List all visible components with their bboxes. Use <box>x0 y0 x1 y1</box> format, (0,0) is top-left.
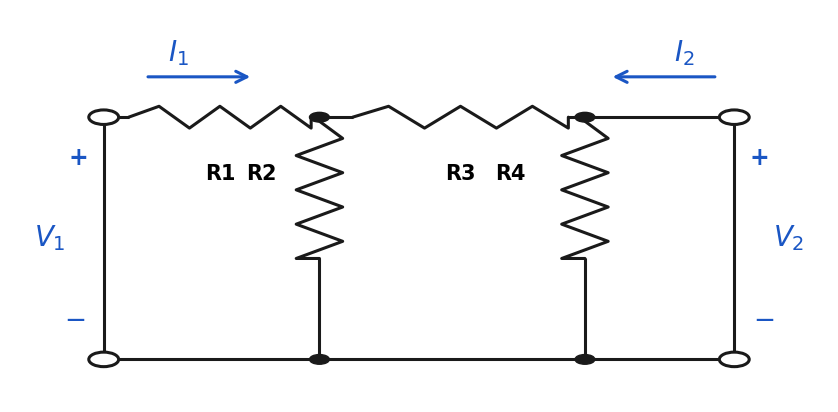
Text: $I_2$: $I_2$ <box>675 38 695 68</box>
Circle shape <box>575 112 595 122</box>
Text: R2: R2 <box>246 164 277 184</box>
Circle shape <box>719 352 749 367</box>
Text: +: + <box>749 145 769 170</box>
Text: $I_1$: $I_1$ <box>168 38 189 68</box>
Text: R1: R1 <box>204 164 235 184</box>
Text: R4: R4 <box>495 164 525 184</box>
Text: $V_1$: $V_1$ <box>34 223 65 253</box>
Circle shape <box>575 355 595 364</box>
Circle shape <box>719 110 749 124</box>
Circle shape <box>89 352 119 367</box>
Text: +: + <box>69 145 89 170</box>
Text: $V_2$: $V_2$ <box>773 223 804 253</box>
Circle shape <box>309 112 329 122</box>
Text: R3: R3 <box>445 164 476 184</box>
Circle shape <box>309 355 329 364</box>
Text: $-$: $-$ <box>64 306 85 332</box>
Circle shape <box>89 110 119 124</box>
Text: $-$: $-$ <box>753 306 774 332</box>
